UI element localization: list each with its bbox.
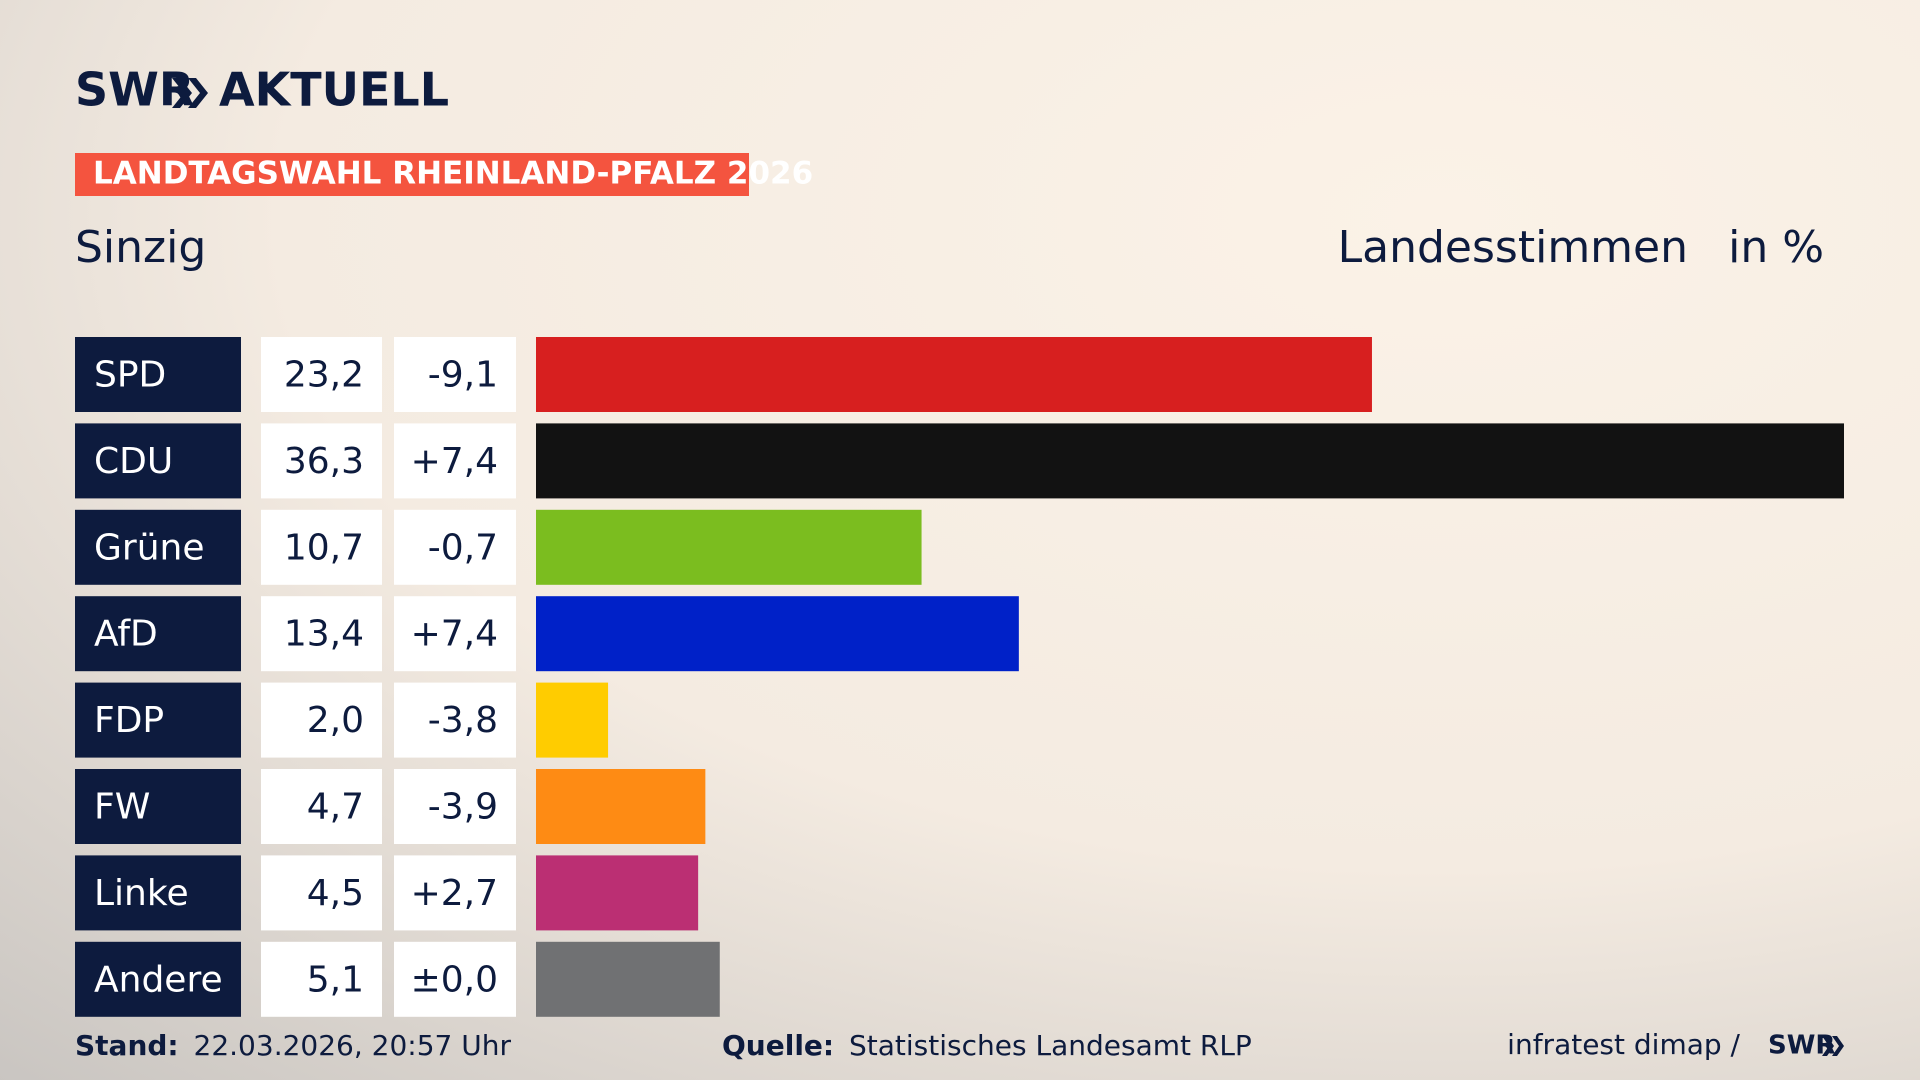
party-box (75, 423, 241, 499)
change-box (394, 682, 516, 758)
source: Quelle: Statistisches Landesamt RLP (722, 1029, 1252, 1062)
bar (536, 682, 609, 758)
value-label: 4,5 (307, 873, 364, 914)
change-label: +7,4 (411, 441, 498, 482)
banner-text: LANDTAGSWAHL RHEINLAND-PFALZ 2026 (93, 156, 813, 192)
source-value: Statistisches Landesamt RLP (849, 1029, 1252, 1062)
party-label: Linke (94, 873, 189, 914)
value-box (261, 596, 382, 672)
credit-chevrons (1822, 1036, 1844, 1056)
logo-section: AKTUELL (219, 63, 449, 117)
bar (536, 855, 699, 931)
party-box (75, 769, 241, 844)
value-box (261, 337, 382, 412)
party-label: Andere (94, 959, 223, 1000)
party-label: Grüne (94, 527, 204, 568)
change-box (394, 769, 516, 844)
logo: SWR (75, 63, 194, 117)
change-box (394, 596, 516, 672)
bar (536, 769, 706, 844)
bar (536, 423, 1844, 499)
party-box (75, 941, 241, 1017)
value-label: 13,4 (284, 614, 364, 655)
party-box (75, 682, 241, 758)
change-box (394, 337, 516, 412)
value-box (261, 682, 382, 758)
party-label: CDU (94, 441, 173, 482)
change-box (394, 509, 516, 585)
value-label: 10,7 (284, 527, 364, 568)
party-box (75, 596, 241, 672)
credit: infratest dimap / (1507, 1028, 1740, 1061)
value-box (261, 509, 382, 585)
stand-label: Stand: (75, 1029, 179, 1062)
bar (536, 596, 1019, 672)
party-box (75, 855, 241, 931)
change-box (394, 423, 516, 499)
stand: Stand: 22.03.2026, 20:57 Uhr (75, 1029, 511, 1062)
change-label: -9,1 (428, 355, 498, 396)
party-box (75, 337, 241, 412)
change-box (394, 941, 516, 1017)
value-label: 5,1 (307, 959, 364, 1000)
logo-chevrons (172, 78, 208, 108)
value-box (261, 423, 382, 499)
party-label: FW (94, 787, 150, 828)
change-label: -3,9 (428, 787, 498, 828)
value-label: 4,7 (307, 787, 364, 828)
bar (536, 941, 720, 1017)
change-label: -3,8 (428, 700, 498, 741)
party-label: SPD (94, 355, 166, 396)
measure: Landesstimmen (1338, 222, 1688, 273)
value-box (261, 941, 382, 1017)
source-label: Quelle: (722, 1029, 834, 1062)
value-box (261, 855, 382, 931)
change-box (394, 855, 516, 931)
change-label: -0,7 (428, 527, 498, 568)
change-label: ±0,0 (411, 959, 498, 1000)
value-label: 36,3 (284, 441, 364, 482)
value-label: 2,0 (307, 700, 364, 741)
unit: in % (1728, 222, 1824, 273)
party-label: AfD (94, 614, 158, 655)
place: Sinzig (75, 222, 206, 273)
bar (536, 337, 1372, 412)
stand-value: 22.03.2026, 20:57 Uhr (194, 1029, 512, 1062)
party-label: FDP (94, 700, 164, 741)
value-label: 23,2 (284, 355, 364, 396)
banner (75, 153, 749, 196)
change-label: +7,4 (411, 614, 498, 655)
change-label: +2,7 (411, 873, 498, 914)
bar (536, 509, 922, 585)
value-box (261, 769, 382, 844)
party-box (75, 509, 241, 585)
